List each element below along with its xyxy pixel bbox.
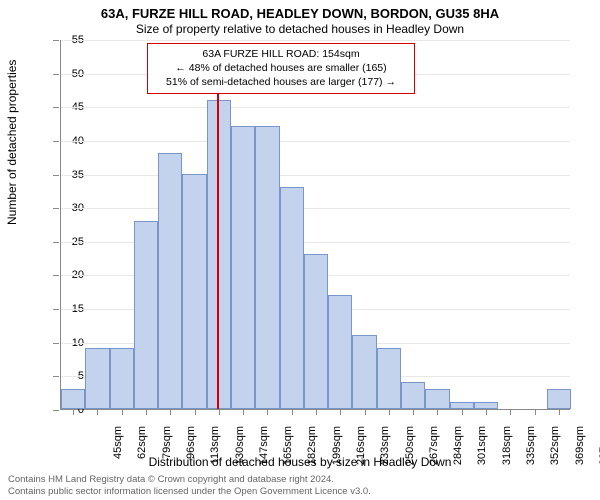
x-tick — [219, 409, 220, 415]
histogram-bar — [158, 153, 182, 409]
histogram-bar — [450, 402, 474, 409]
x-tick — [243, 409, 244, 415]
histogram-bar — [110, 348, 134, 409]
x-tick-label: 335sqm — [525, 426, 537, 476]
x-tick — [122, 409, 123, 415]
x-tick — [510, 409, 511, 415]
histogram-bar — [85, 348, 109, 409]
x-tick-label: 62sqm — [136, 426, 148, 476]
histogram-bar — [425, 389, 449, 409]
histogram-bar — [61, 389, 85, 409]
annotation-line: 51% of semi-detached houses are larger (… — [154, 75, 408, 89]
histogram-bar — [255, 126, 279, 409]
x-tick-label: 182sqm — [306, 426, 318, 476]
x-tick-label: 250sqm — [404, 426, 416, 476]
histogram-bar — [304, 254, 328, 409]
x-tick — [389, 409, 390, 415]
x-tick-label: 113sqm — [209, 426, 221, 476]
histogram-bar — [182, 174, 206, 409]
x-tick-label: 79sqm — [161, 426, 173, 476]
x-tick-label: 147sqm — [258, 426, 270, 476]
grid-line — [61, 175, 570, 176]
x-tick — [413, 409, 414, 415]
histogram-bar — [547, 389, 571, 409]
x-tick — [195, 409, 196, 415]
annotation-box: 63A FURZE HILL ROAD: 154sqm← 48% of deta… — [147, 43, 415, 94]
x-tick-label: 369sqm — [574, 426, 586, 476]
x-tick-label: 267sqm — [428, 426, 440, 476]
x-tick — [462, 409, 463, 415]
histogram-bar — [231, 126, 255, 409]
x-tick — [535, 409, 536, 415]
chart-title-sub: Size of property relative to detached ho… — [0, 22, 600, 36]
x-tick — [365, 409, 366, 415]
histogram-bar — [134, 221, 158, 409]
x-tick — [146, 409, 147, 415]
grid-line — [61, 208, 570, 209]
x-tick-label: 284sqm — [452, 426, 464, 476]
histogram-bar — [474, 402, 498, 409]
plot-area: 63A FURZE HILL ROAD: 154sqm← 48% of deta… — [60, 40, 570, 410]
histogram-bar — [207, 100, 231, 409]
x-tick-label: 301sqm — [476, 426, 488, 476]
annotation-line: 63A FURZE HILL ROAD: 154sqm — [154, 47, 408, 61]
x-tick-label: 318sqm — [501, 426, 513, 476]
x-tick — [292, 409, 293, 415]
x-tick — [170, 409, 171, 415]
x-tick-label: 216sqm — [355, 426, 367, 476]
x-tick — [437, 409, 438, 415]
x-tick — [340, 409, 341, 415]
x-tick-label: 45sqm — [112, 426, 124, 476]
annotation-line: ← 48% of detached houses are smaller (16… — [154, 61, 408, 75]
chart-title-main: 63A, FURZE HILL ROAD, HEADLEY DOWN, BORD… — [0, 6, 600, 21]
x-tick-label: 352sqm — [549, 426, 561, 476]
histogram-bar — [352, 335, 376, 409]
x-tick — [316, 409, 317, 415]
x-tick-label: 130sqm — [234, 426, 246, 476]
grid-line — [61, 40, 570, 41]
x-tick — [486, 409, 487, 415]
histogram-bar — [401, 382, 425, 409]
x-tick — [97, 409, 98, 415]
footer-line: Contains public sector information licen… — [8, 486, 371, 498]
x-tick — [267, 409, 268, 415]
x-tick — [559, 409, 560, 415]
histogram-bar — [377, 348, 401, 409]
x-tick-label: 96sqm — [185, 426, 197, 476]
y-axis-title: Number of detached properties — [5, 60, 19, 225]
chart-container: 63A, FURZE HILL ROAD, HEADLEY DOWN, BORD… — [0, 0, 600, 500]
x-tick-label: 165sqm — [282, 426, 294, 476]
histogram-bar — [328, 295, 352, 409]
marker-line — [217, 93, 219, 409]
x-tick-label: 199sqm — [331, 426, 343, 476]
grid-line — [61, 141, 570, 142]
grid-line — [61, 107, 570, 108]
histogram-bar — [280, 187, 304, 409]
x-tick-label: 233sqm — [379, 426, 391, 476]
footer-credits: Contains HM Land Registry data © Crown c… — [8, 474, 371, 498]
